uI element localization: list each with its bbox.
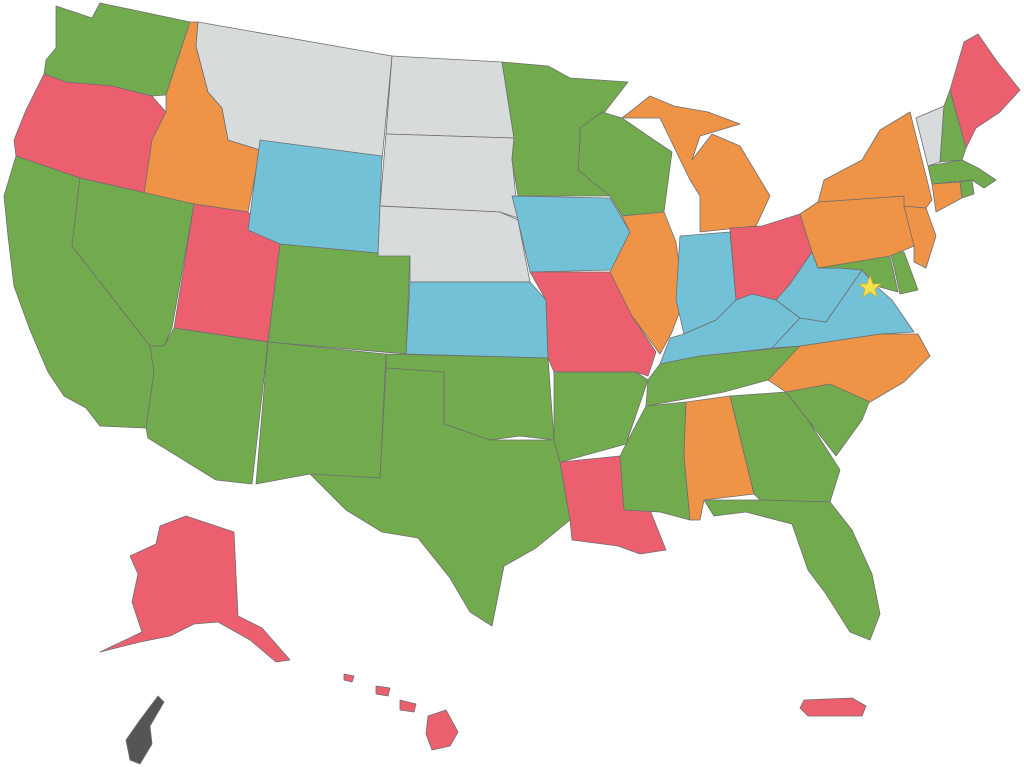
state-KS: [405, 281, 549, 359]
state-PR: [799, 697, 867, 717]
state-GU: [125, 695, 165, 765]
state-HI: [343, 673, 459, 751]
state-AZ: [145, 327, 269, 485]
state-MT: [195, 21, 393, 161]
state-NY: [817, 111, 933, 209]
state-FL: [703, 499, 881, 641]
state-MI: [621, 95, 771, 233]
state-NM: [255, 341, 387, 485]
state-NH: [939, 89, 967, 163]
dc-star-marker: [857, 274, 883, 298]
state-IL: [609, 211, 685, 355]
state-ME: [949, 33, 1021, 149]
state-RI: [959, 179, 975, 199]
state-AK: [99, 515, 291, 663]
state-MA: [927, 159, 997, 189]
state-IA: [511, 195, 631, 273]
state-WY: [247, 139, 383, 257]
state-SD: [379, 133, 519, 219]
state-CO: [267, 243, 411, 355]
state-TX: [309, 367, 571, 627]
state-CT: [931, 181, 963, 213]
state-ND: [385, 55, 515, 139]
state-AR: [553, 371, 649, 463]
